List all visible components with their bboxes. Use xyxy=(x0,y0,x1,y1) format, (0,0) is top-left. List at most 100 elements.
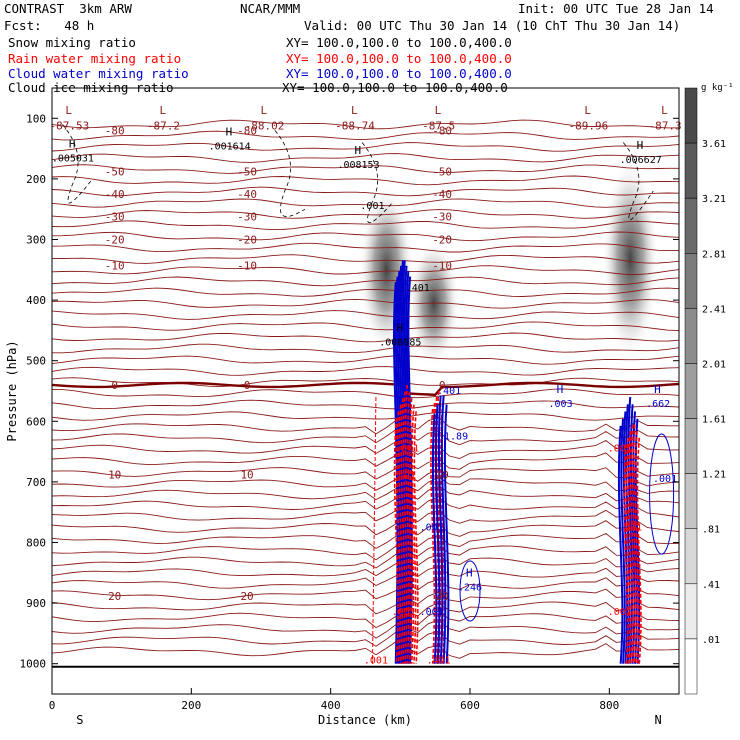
x-end-label-north: N xyxy=(654,713,661,727)
temperature-contour-label: 0 xyxy=(439,379,446,392)
high-value-label: .008985 xyxy=(379,337,421,348)
temperature-contour xyxy=(52,119,679,130)
rain-water-contour xyxy=(371,397,377,664)
colorbar-level-label: 3.21 xyxy=(702,194,726,205)
x-tick-label: 0 xyxy=(49,699,56,712)
field-xy-cloud-water: XY= 100.0,100.0 to 100.0,400.0 xyxy=(286,66,512,81)
center-name: NCAR/MMM xyxy=(240,1,301,16)
temperature-contour xyxy=(52,601,679,617)
temperature-contour xyxy=(52,366,679,376)
temperature-contour xyxy=(52,544,679,561)
field-label-snow: Snow mixing ratio xyxy=(8,35,136,50)
high-marker: H xyxy=(466,567,473,580)
cloud-ice-contour xyxy=(361,142,393,223)
temperature-contour xyxy=(52,520,679,537)
temperature-contour xyxy=(52,175,679,186)
temperature-contour xyxy=(52,377,679,388)
temperature-contour xyxy=(52,428,679,446)
rain-water-contour xyxy=(627,431,633,664)
low-marker: L xyxy=(584,104,591,117)
temperature-contour-label: -30 xyxy=(105,210,125,223)
cloud-water-contour xyxy=(459,560,481,622)
temperature-contour-label: -50 xyxy=(105,166,125,179)
colorbar-cell xyxy=(684,363,698,419)
cloud-water-contour xyxy=(622,411,629,664)
temperature-contour xyxy=(52,142,679,152)
cloud-water-contour xyxy=(396,271,403,664)
hydrometeor-contour-layer xyxy=(371,260,675,664)
cloud-water-contour xyxy=(440,395,447,664)
temperature-contour xyxy=(52,630,679,647)
colorbar-level-label: .01 xyxy=(702,635,720,646)
temperature-contour xyxy=(52,467,679,482)
temperature-contour xyxy=(52,411,679,421)
hydrometeor-contour-label: .801 xyxy=(395,444,419,455)
temperature-contour-label: -30 xyxy=(237,210,257,223)
cloud-water-contour xyxy=(437,395,444,664)
temperature-contour xyxy=(52,416,679,435)
rain-water-contour xyxy=(636,437,642,664)
forecast-hour: Fcst: 48 h xyxy=(4,18,95,33)
rain-water-contour xyxy=(430,408,436,664)
x-end-label-south: S xyxy=(76,713,83,727)
temperature-contour-label: -40 xyxy=(432,188,452,201)
temperature-contour xyxy=(52,310,679,320)
rain-water-contour xyxy=(634,431,640,664)
temperature-contour-label: -80 xyxy=(105,124,125,137)
rain-water-contour xyxy=(409,398,415,664)
cloud-water-contour xyxy=(431,413,438,664)
colorbar-unit: g kg⁻¹ xyxy=(701,83,734,93)
temperature-contour xyxy=(52,553,679,569)
high-marker: H xyxy=(396,321,403,334)
rain-water-contour xyxy=(406,391,413,664)
high-marker: H xyxy=(355,144,362,157)
rain-water-contour xyxy=(398,404,404,664)
hydrometeor-contour-label: .001 xyxy=(364,656,388,667)
field-label-rain: Rain water mixing ratio xyxy=(8,51,182,66)
hydrometeor-contour-label: .001 xyxy=(420,522,444,533)
temperature-contour-label: -10 xyxy=(105,260,125,273)
temperature-contour-label: 20 xyxy=(436,590,449,603)
hydrometeor-contour-label: .001 xyxy=(653,474,677,485)
colorbar-level-label: .81 xyxy=(702,525,720,536)
hydrometeor-contour-label: .001 xyxy=(360,201,384,212)
high-value-label: .005031 xyxy=(52,154,94,165)
low-value-label: -87.3 xyxy=(649,120,682,133)
temperature-contour xyxy=(52,388,679,399)
temperature-contour-label: -30 xyxy=(432,210,452,223)
cloud-ice-contour xyxy=(62,124,93,204)
temperature-contour xyxy=(52,439,679,459)
colorbar-level-label: 2.81 xyxy=(702,249,726,260)
y-tick-label: 900 xyxy=(26,597,46,610)
y-tick-label: 600 xyxy=(26,415,46,428)
hydrometeor-contour-label: .401 xyxy=(406,283,430,294)
hydrometeor-contour-label: .001 xyxy=(608,444,632,455)
hydrometeor-contour-label: .401 xyxy=(618,522,642,533)
high-marker: H xyxy=(654,383,661,396)
temperature-contour xyxy=(52,220,679,231)
rain-water-contour xyxy=(625,437,631,664)
y-tick-label: 100 xyxy=(26,112,46,125)
y-tick-label: 1000 xyxy=(20,658,47,671)
colorbar-cell xyxy=(684,87,698,144)
temperature-contour xyxy=(52,332,679,343)
valid-time: Valid: 00 UTC Thu 30 Jan 14 (10 ChT Thu … xyxy=(304,18,681,33)
colorbar-cell xyxy=(684,142,698,199)
low-value-label: -89.96 xyxy=(569,120,609,133)
high-marker: H xyxy=(69,138,76,151)
field-xy-rain: XY= 100.0,100.0 to 100.0,400.0 xyxy=(286,51,512,66)
x-tick-label: 200 xyxy=(181,699,201,712)
temperature-contour xyxy=(52,343,679,354)
x-tick-label: 600 xyxy=(460,699,480,712)
temperature-contour xyxy=(52,610,679,629)
colorbar-cell xyxy=(684,528,698,585)
low-value-label: -88.74 xyxy=(335,120,375,133)
temperature-contour xyxy=(52,532,679,549)
low-marker: L xyxy=(159,104,166,117)
x-tick-label: 800 xyxy=(599,699,619,712)
rain-water-contour xyxy=(404,384,410,664)
temperature-contour-label: -20 xyxy=(432,234,452,247)
temperature-contour xyxy=(52,485,679,502)
temperature-contour xyxy=(52,588,679,605)
temperature-contour xyxy=(52,640,679,659)
